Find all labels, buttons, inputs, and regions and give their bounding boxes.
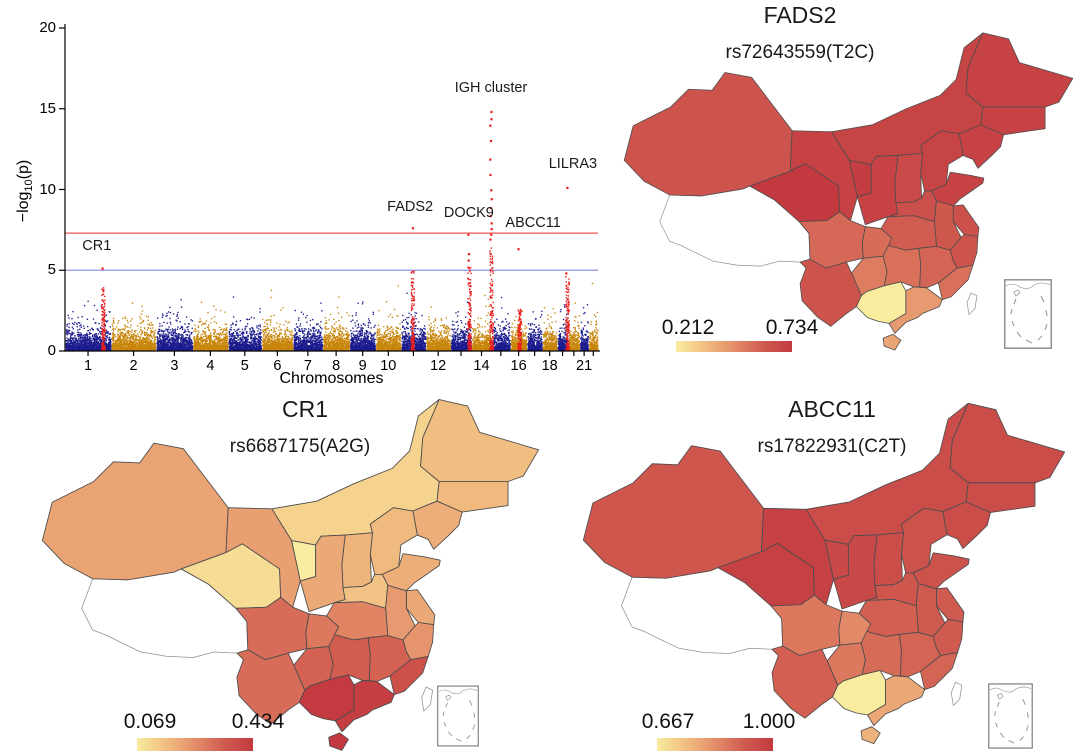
province-xinjiang (623, 72, 793, 197)
nine-dash-segment (472, 724, 476, 731)
map-snp-label: rs17822931(C2T) (757, 436, 907, 457)
province-taiwan (966, 292, 978, 315)
china-map (582, 402, 1066, 745)
nine-dash-segment (1026, 712, 1029, 718)
colorbar-max-label: 0.734 (765, 316, 819, 339)
nine-dash-segment (1019, 736, 1024, 741)
map-snp-label: rs72643559(T2C) (725, 42, 875, 63)
province-guangxi (298, 674, 355, 722)
colorbar-gradient (676, 341, 792, 352)
nine-dash-segment (1025, 339, 1033, 344)
nine-dash-segment (466, 734, 471, 740)
province-liaoning (412, 500, 463, 550)
province-taiwan (950, 681, 963, 706)
south-china-sea-inset (437, 685, 479, 747)
inset-island (445, 694, 452, 701)
y-axis-label-prefix: −log (15, 191, 32, 223)
province-shanxi (873, 532, 904, 587)
colorbar-gradient (137, 738, 253, 751)
nine-dash-segment (1008, 739, 1015, 744)
nine-dash-segment (1040, 295, 1045, 303)
colorbar-min-label: 0.069 (123, 710, 177, 733)
province-xinjiang (582, 445, 764, 579)
province-hainan (328, 732, 349, 751)
province-fujian (938, 264, 974, 301)
province-hunan (860, 630, 902, 677)
colorbar-min-label: 0.212 (661, 316, 715, 339)
nine-dash-segment (996, 701, 1000, 707)
nine-dash-segment (1010, 308, 1013, 315)
province-fujian (920, 652, 959, 690)
nine-dash-segment (445, 702, 448, 708)
province-hunan (882, 244, 922, 288)
map-title: ABCC11 (788, 396, 876, 422)
province-shanxi (894, 153, 923, 204)
map-title: FADS2 (763, 2, 837, 28)
province-hainan (882, 333, 902, 351)
nine-dash-segment (994, 711, 997, 717)
map-snp-label: rs6687175(A2G) (229, 436, 371, 457)
manhattan-canvas (8, 4, 612, 356)
nine-dash-segment (1025, 725, 1029, 732)
nine-dash-segment (999, 732, 1005, 738)
inset-island (996, 693, 1004, 700)
province-hunan (328, 634, 371, 681)
province-hainan (860, 726, 881, 745)
south-china-sea-inset (1004, 279, 1052, 349)
map-title: CR1 (281, 396, 329, 422)
nine-dash-segment (473, 712, 476, 718)
province-xinjiang (41, 442, 229, 581)
nine-dash-segment (456, 738, 462, 742)
manhattan-plot: 0 5 10 15 20 1 2 3 4 5 6 7 8 9 10 12 14 16 18 21 CR1 FADS2 DOC… (8, 4, 612, 396)
nine-dash-segment (1045, 309, 1048, 317)
x-axis-label: Chromosomes (279, 370, 384, 387)
nine-dash-segment (468, 700, 473, 706)
colorbar-max-label: 1.000 (742, 710, 796, 733)
province-hubei (880, 215, 937, 251)
province-liaoning (942, 501, 991, 549)
inset-coastline (1005, 282, 1051, 289)
province-yunnan (799, 258, 862, 327)
province-guangxi (856, 281, 907, 324)
nine-dash-segment (1013, 298, 1017, 305)
colorbar-min-label: 0.667 (641, 710, 695, 733)
nine-dash-segment (442, 711, 445, 717)
province-hubei (858, 599, 919, 637)
province-shanxi (341, 532, 373, 588)
china-map (41, 399, 540, 751)
province-yunnan (771, 645, 839, 719)
colorbar-gradient (657, 738, 773, 751)
choropleth-cr1: CR1 rs6687175(A2G) 0.069 0.434 (10, 388, 560, 754)
province-hubei (326, 601, 389, 641)
nine-dash-segment (1011, 320, 1015, 327)
inset-coastline (438, 688, 478, 695)
y-axis-label-subscript: 10 (23, 179, 36, 192)
province-heilongjiang (420, 399, 540, 482)
nine-dash-segment (1037, 335, 1043, 341)
province-heilongjiang (949, 402, 1066, 484)
nine-dash-segment (1022, 698, 1026, 705)
inset-island (1013, 289, 1021, 297)
province-heilongjiang (965, 32, 1074, 108)
south-china-sea-inset (988, 683, 1033, 749)
choropleth-abcc11: ABCC11 rs17822931(C2T) 0.667 1.000 (565, 388, 1077, 754)
y-axis-label: −log10(p) (15, 101, 37, 281)
province-liaoning (958, 124, 1005, 169)
inset-coastline (989, 686, 1032, 693)
nine-dash-segment (447, 731, 453, 737)
nine-dash-segment (1044, 323, 1048, 331)
province-taiwan (421, 686, 433, 712)
province-fujian (389, 655, 429, 696)
nine-dash-segment (443, 721, 447, 727)
province-yunnan (236, 649, 306, 725)
colorbar-max-label: 0.434 (231, 710, 285, 733)
province-guangxi (832, 670, 886, 716)
nine-dash-segment (995, 722, 998, 728)
y-axis-label-suffix: (p) (15, 159, 32, 180)
china-map (623, 32, 1074, 351)
nine-dash-segment (1016, 331, 1022, 338)
choropleth-fads2: FADS2 rs72643559(T2C) 0.212 0.734 (620, 2, 1077, 382)
